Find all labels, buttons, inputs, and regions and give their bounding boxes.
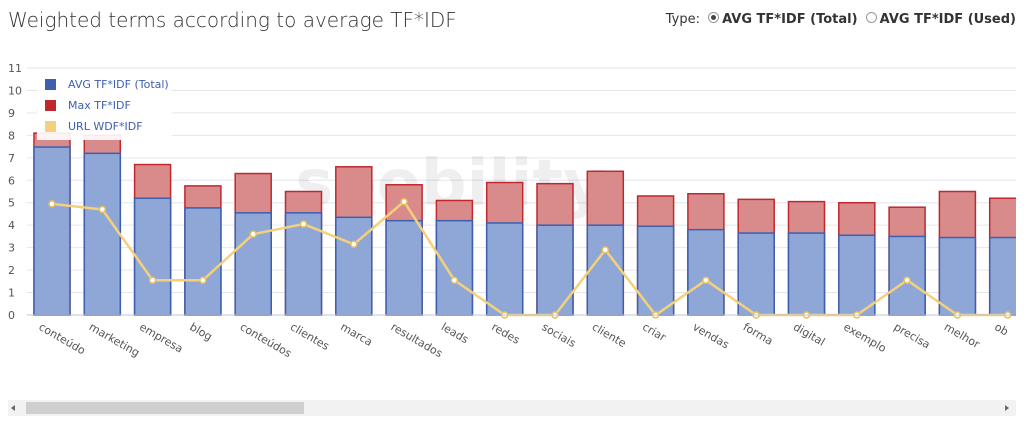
x-tick-label: cliente bbox=[590, 320, 629, 350]
x-tick-label: exemplo bbox=[841, 320, 888, 355]
y-tick-label: 3 bbox=[8, 242, 15, 255]
bar bbox=[485, 222, 524, 316]
line-point bbox=[903, 276, 911, 284]
y-tick-label: 8 bbox=[8, 129, 15, 142]
radio[interactable] bbox=[865, 12, 877, 23]
line-point bbox=[450, 276, 459, 284]
y-tick-label: 5 bbox=[8, 197, 15, 210]
option[interactable]: AVG TF*IDF (Total) bbox=[722, 12, 858, 27]
x-tick-label: resultados bbox=[389, 320, 445, 360]
x-tick-label: melhor bbox=[942, 320, 982, 351]
x-tick-label: ob bbox=[992, 320, 1010, 338]
line-point bbox=[199, 276, 207, 284]
x-tick-label: conteúdo bbox=[37, 320, 88, 357]
type-selector: Type: AVG TF*IDF (Total) AVG TF*IDF (Use… bbox=[666, 12, 1016, 27]
bar bbox=[787, 232, 826, 316]
legend-box bbox=[37, 74, 172, 140]
x-tick-label: leads bbox=[439, 320, 471, 346]
line-point bbox=[400, 197, 408, 206]
chart-title: Weighted terms according to average TF*I… bbox=[8, 8, 457, 32]
bar bbox=[184, 207, 222, 316]
bar bbox=[234, 212, 272, 316]
legend-label: Max TF*IDF bbox=[68, 99, 131, 112]
y-tick-label: 7 bbox=[8, 152, 15, 165]
type-label: Type: bbox=[665, 12, 700, 27]
bar bbox=[838, 234, 876, 316]
bar bbox=[938, 236, 977, 316]
bar bbox=[636, 225, 675, 316]
x-tick-label: clientes bbox=[288, 320, 332, 353]
x-tick-label: empresa bbox=[137, 320, 185, 355]
x-tick-label: sociais bbox=[540, 320, 579, 350]
bar bbox=[888, 235, 926, 316]
y-tick-label: 6 bbox=[8, 174, 15, 187]
y-tick-label: 2 bbox=[8, 264, 15, 277]
legend-label: AVG TF*IDF (Total) bbox=[68, 78, 169, 91]
legend-swatch bbox=[45, 79, 56, 90]
line-point bbox=[350, 240, 358, 249]
radio[interactable] bbox=[708, 12, 720, 23]
line-point bbox=[299, 220, 308, 228]
bar bbox=[133, 197, 172, 316]
y-tick-label: 11 bbox=[8, 62, 22, 75]
x-tick-label: vendas bbox=[690, 320, 731, 351]
line-point bbox=[601, 246, 610, 254]
y-tick-label: 9 bbox=[8, 107, 15, 120]
bar bbox=[385, 219, 423, 316]
line-point bbox=[249, 230, 257, 238]
legend-swatch bbox=[45, 100, 56, 111]
bar bbox=[435, 219, 474, 316]
x-tick-label: precisa bbox=[892, 320, 933, 351]
bar bbox=[536, 224, 574, 316]
y-tick-label: 4 bbox=[8, 219, 15, 232]
x-tick-label: redes bbox=[489, 320, 522, 347]
bar bbox=[988, 236, 1016, 316]
line-point bbox=[98, 205, 107, 214]
bar bbox=[737, 232, 775, 316]
option[interactable]: AVG TF*IDF (Used) bbox=[879, 12, 1016, 27]
x-tick-label: digital bbox=[791, 320, 827, 348]
x-tick-label: marketing bbox=[87, 320, 142, 359]
scrollbar[interactable] bbox=[8, 400, 1016, 416]
legend-swatch bbox=[45, 121, 56, 132]
x-tick-label: conteúdos bbox=[238, 320, 294, 360]
line-point bbox=[148, 276, 157, 284]
bar bbox=[586, 224, 625, 316]
legend-label: URL WDF*IDF bbox=[68, 120, 143, 133]
bar bbox=[33, 146, 71, 316]
bar bbox=[83, 152, 122, 316]
y-tick-label: 10 bbox=[8, 84, 22, 97]
x-tick-label: forma bbox=[741, 320, 776, 347]
x-tick-label: criar bbox=[640, 320, 668, 344]
bar bbox=[687, 228, 725, 316]
line-point bbox=[48, 200, 56, 208]
y-tick-label: 0 bbox=[8, 309, 15, 322]
x-tick-label: blog bbox=[187, 320, 214, 343]
y-tick-label: 1 bbox=[8, 287, 15, 300]
x-tick-label: marca bbox=[338, 320, 374, 349]
line-point bbox=[702, 276, 710, 284]
